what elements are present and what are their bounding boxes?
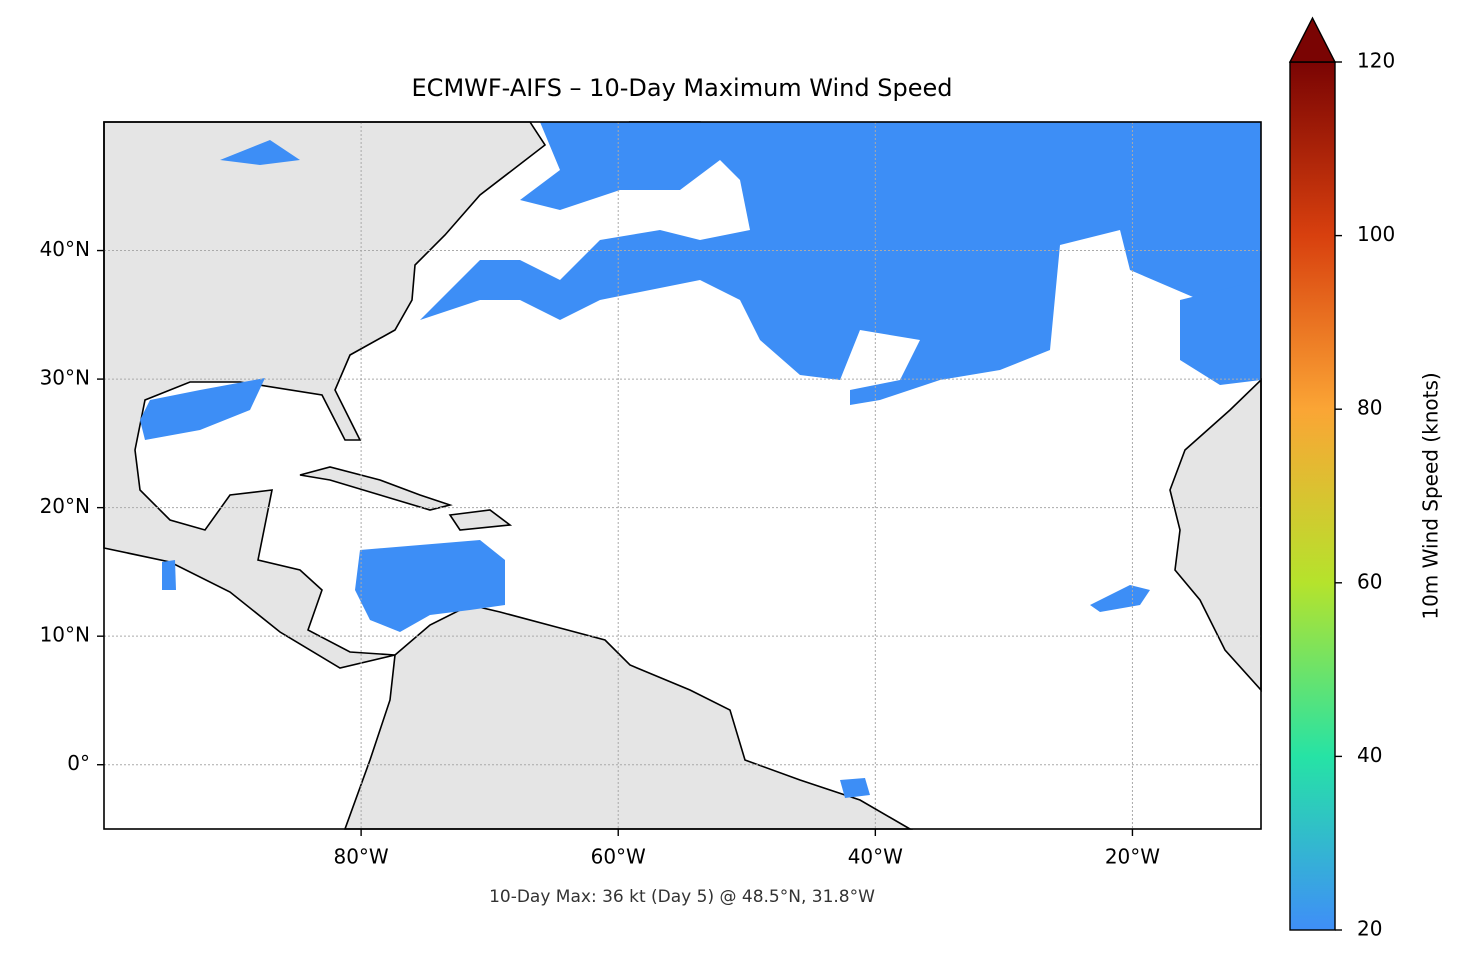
wind-field [1180, 280, 1261, 385]
x-tick-label: 40°W [848, 845, 903, 869]
y-tick-label: 30°N [40, 366, 90, 390]
colorbar-tick-label: 20 [1357, 917, 1382, 941]
y-tick-label: 40°N [40, 237, 90, 261]
colorbar [1289, 61, 1336, 931]
wind-field [420, 122, 1261, 405]
y-tick-label: 10°N [40, 623, 90, 647]
map [103, 121, 1262, 830]
colorbar-extend [1288, 16, 1337, 63]
wind-field [840, 778, 870, 798]
colorbar-tick-label: 40 [1357, 743, 1382, 767]
colorbar-tick-label: 80 [1357, 396, 1382, 420]
x-tick-label: 20°W [1105, 845, 1160, 869]
chart-title: ECMWF-AIFS – 10-Day Maximum Wind Speed [412, 74, 953, 102]
hispaniola [448, 509, 513, 531]
wind-field [162, 560, 176, 590]
wind-field [220, 140, 300, 165]
y-tick-label: 0° [67, 751, 90, 775]
colorbar-label: 10m Wind Speed (knots) [1419, 372, 1443, 619]
map-frame [103, 121, 1262, 830]
x-tick-label: 60°W [591, 845, 646, 869]
colorbar-tick-label: 60 [1357, 569, 1382, 593]
wind-field [1090, 585, 1150, 612]
north-america [103, 121, 547, 669]
y-tick-label: 20°N [40, 494, 90, 518]
x-tick-label: 80°W [333, 845, 388, 869]
wind-field [355, 540, 505, 632]
cuba [299, 466, 453, 511]
wind-field [140, 378, 265, 440]
south-america [343, 604, 913, 830]
annotation: 10-Day Max: 36 kt (Day 5) @ 48.5°N, 31.8… [489, 887, 875, 907]
africa [1169, 378, 1262, 693]
colorbar-tick-label: 120 [1357, 49, 1395, 73]
colorbar-tick-label: 100 [1357, 222, 1395, 246]
